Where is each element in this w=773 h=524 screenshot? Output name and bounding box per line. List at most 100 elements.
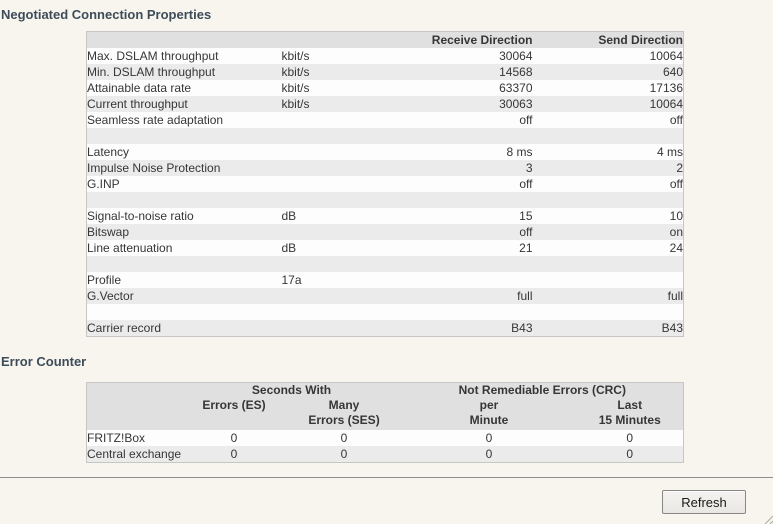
property-unit: dB — [281, 241, 297, 255]
receive-value: off — [519, 113, 533, 127]
property-label: G.INP — [87, 177, 120, 191]
send-value: 640 — [662, 65, 683, 79]
receive-value: 21 — [519, 241, 533, 255]
property-label: Bitswap — [87, 225, 130, 239]
header-send-direction: Send Direction — [532, 31, 684, 48]
error-group-header-row: Seconds With Not Remediable Errors (CRC) — [86, 382, 684, 398]
property-label: Current throughput — [87, 97, 188, 111]
table-row: Max. DSLAM throughput kbit/s 30064 10064 — [87, 48, 684, 64]
table-row: Carrier record B43 B43 — [86, 320, 684, 337]
error-value-last-15: 0 — [626, 447, 634, 461]
property-unit — [282, 176, 342, 192]
receive-value: off — [519, 225, 533, 239]
property-label: Line attenuation — [87, 241, 173, 255]
table-row: Bitswap off on — [86, 224, 684, 240]
receive-value: B43 — [511, 321, 533, 335]
property-unit — [282, 320, 342, 337]
footer-divider — [0, 477, 773, 478]
error-value-es: 0 — [230, 431, 238, 445]
receive-value — [342, 272, 533, 288]
property-unit: kbit/s — [281, 49, 310, 63]
send-value: 24 — [669, 241, 683, 255]
receive-value: 30063 — [499, 97, 533, 111]
negotiated-properties-table: Receive Direction Send Direction Max. DS… — [86, 31, 684, 337]
table-row: G.INP off off — [87, 176, 684, 192]
spacer-cell — [87, 304, 684, 320]
property-label: Attainable data rate — [87, 81, 192, 95]
spacer-row — [86, 256, 684, 272]
receive-value: 14568 — [499, 65, 533, 79]
property-label: Seamless rate adaptation — [87, 113, 224, 127]
group-header-empty — [86, 382, 182, 398]
resize-grip-icon[interactable] — [761, 512, 773, 524]
property-unit — [282, 160, 342, 176]
send-value: off — [669, 177, 683, 191]
error-value-per-minute: 0 — [485, 447, 493, 461]
header-property — [86, 31, 282, 48]
receive-value: 30064 — [499, 49, 533, 63]
group-header-seconds-with: Seconds With — [181, 382, 402, 398]
error-value-per-minute: 0 — [485, 431, 493, 445]
negotiated-header-row: Receive Direction Send Direction — [86, 31, 684, 48]
send-value: full — [667, 289, 683, 303]
spacer-cell — [87, 128, 684, 144]
header-unit — [281, 31, 342, 48]
table-row: Current throughput kbit/s 30063 10064 — [86, 96, 684, 112]
property-unit — [282, 224, 342, 240]
table-row: Line attenuation dB 21 24 — [87, 240, 684, 256]
col-header-many-errors-ses: Many Errors (SES) — [286, 398, 402, 430]
table-row: Min. DSLAM throughput kbit/s 14568 640 — [86, 64, 684, 80]
error-value-es: 0 — [230, 447, 238, 461]
error-counter-table: Seconds With Not Remediable Errors (CRC)… — [86, 382, 685, 463]
table-row: Attainable data rate kbit/s 63370 17136 — [87, 80, 684, 96]
header-receive-direction: Receive Direction — [341, 31, 533, 48]
table-row: Signal-to-noise ratio dB 15 10 — [87, 208, 684, 224]
section-title-negotiated-connection-properties: Negotiated Connection Properties — [1, 7, 212, 22]
send-value: 10064 — [649, 49, 683, 63]
footer-bar: Refresh — [0, 490, 773, 514]
refresh-button[interactable]: Refresh — [662, 490, 746, 514]
receive-value: off — [519, 177, 533, 191]
section-title-error-counter: Error Counter — [1, 354, 87, 369]
table-row: Central exchange 0 0 0 0 — [86, 446, 684, 463]
group-header-crc: Not Remediable Errors (CRC) — [401, 382, 684, 398]
error-value-ses: 0 — [340, 447, 348, 461]
property-label: Profile — [87, 273, 122, 287]
receive-value: 15 — [519, 209, 533, 223]
property-unit: kbit/s — [281, 97, 310, 111]
property-label: Max. DSLAM throughput — [87, 49, 219, 63]
col-header-empty — [86, 398, 182, 430]
spacer-cell — [87, 192, 684, 208]
table-row: FRITZ!Box 0 0 0 0 — [87, 430, 684, 446]
receive-value: 8 ms — [506, 145, 533, 159]
property-label: G.Vector — [87, 289, 134, 303]
property-unit: kbit/s — [281, 81, 310, 95]
send-value: B43 — [661, 321, 683, 335]
table-row: Profile 17a — [87, 272, 684, 288]
col-header-per-minute: per Minute — [401, 398, 577, 430]
property-label: Carrier record — [87, 321, 162, 335]
spacer-row — [86, 128, 684, 144]
send-value — [533, 272, 684, 288]
property-unit: dB — [281, 209, 297, 223]
spacer-row — [87, 304, 684, 320]
send-value: 10 — [669, 209, 683, 223]
property-unit — [282, 288, 342, 304]
property-label: Impulse Noise Protection — [87, 161, 221, 175]
table-row: Latency 8 ms 4 ms — [87, 144, 684, 160]
spacer-cell — [87, 256, 684, 272]
error-row-label: FRITZ!Box — [87, 431, 146, 445]
property-label: Min. DSLAM throughput — [87, 65, 216, 79]
send-value: off — [669, 113, 683, 127]
property-value-profile: 17a — [281, 273, 302, 287]
table-row: Impulse Noise Protection 3 2 — [86, 160, 684, 176]
receive-value: 63370 — [499, 81, 533, 95]
receive-value: 3 — [525, 161, 533, 175]
spacer-row — [86, 192, 684, 208]
error-column-header-row: Errors (ES) Many Errors (SES) per Minute… — [86, 398, 684, 430]
receive-value: full — [517, 289, 533, 303]
property-unit — [282, 112, 342, 128]
property-label: Latency — [87, 145, 130, 159]
table-row: G.Vector full full — [86, 288, 684, 304]
error-value-last-15: 0 — [626, 431, 634, 445]
